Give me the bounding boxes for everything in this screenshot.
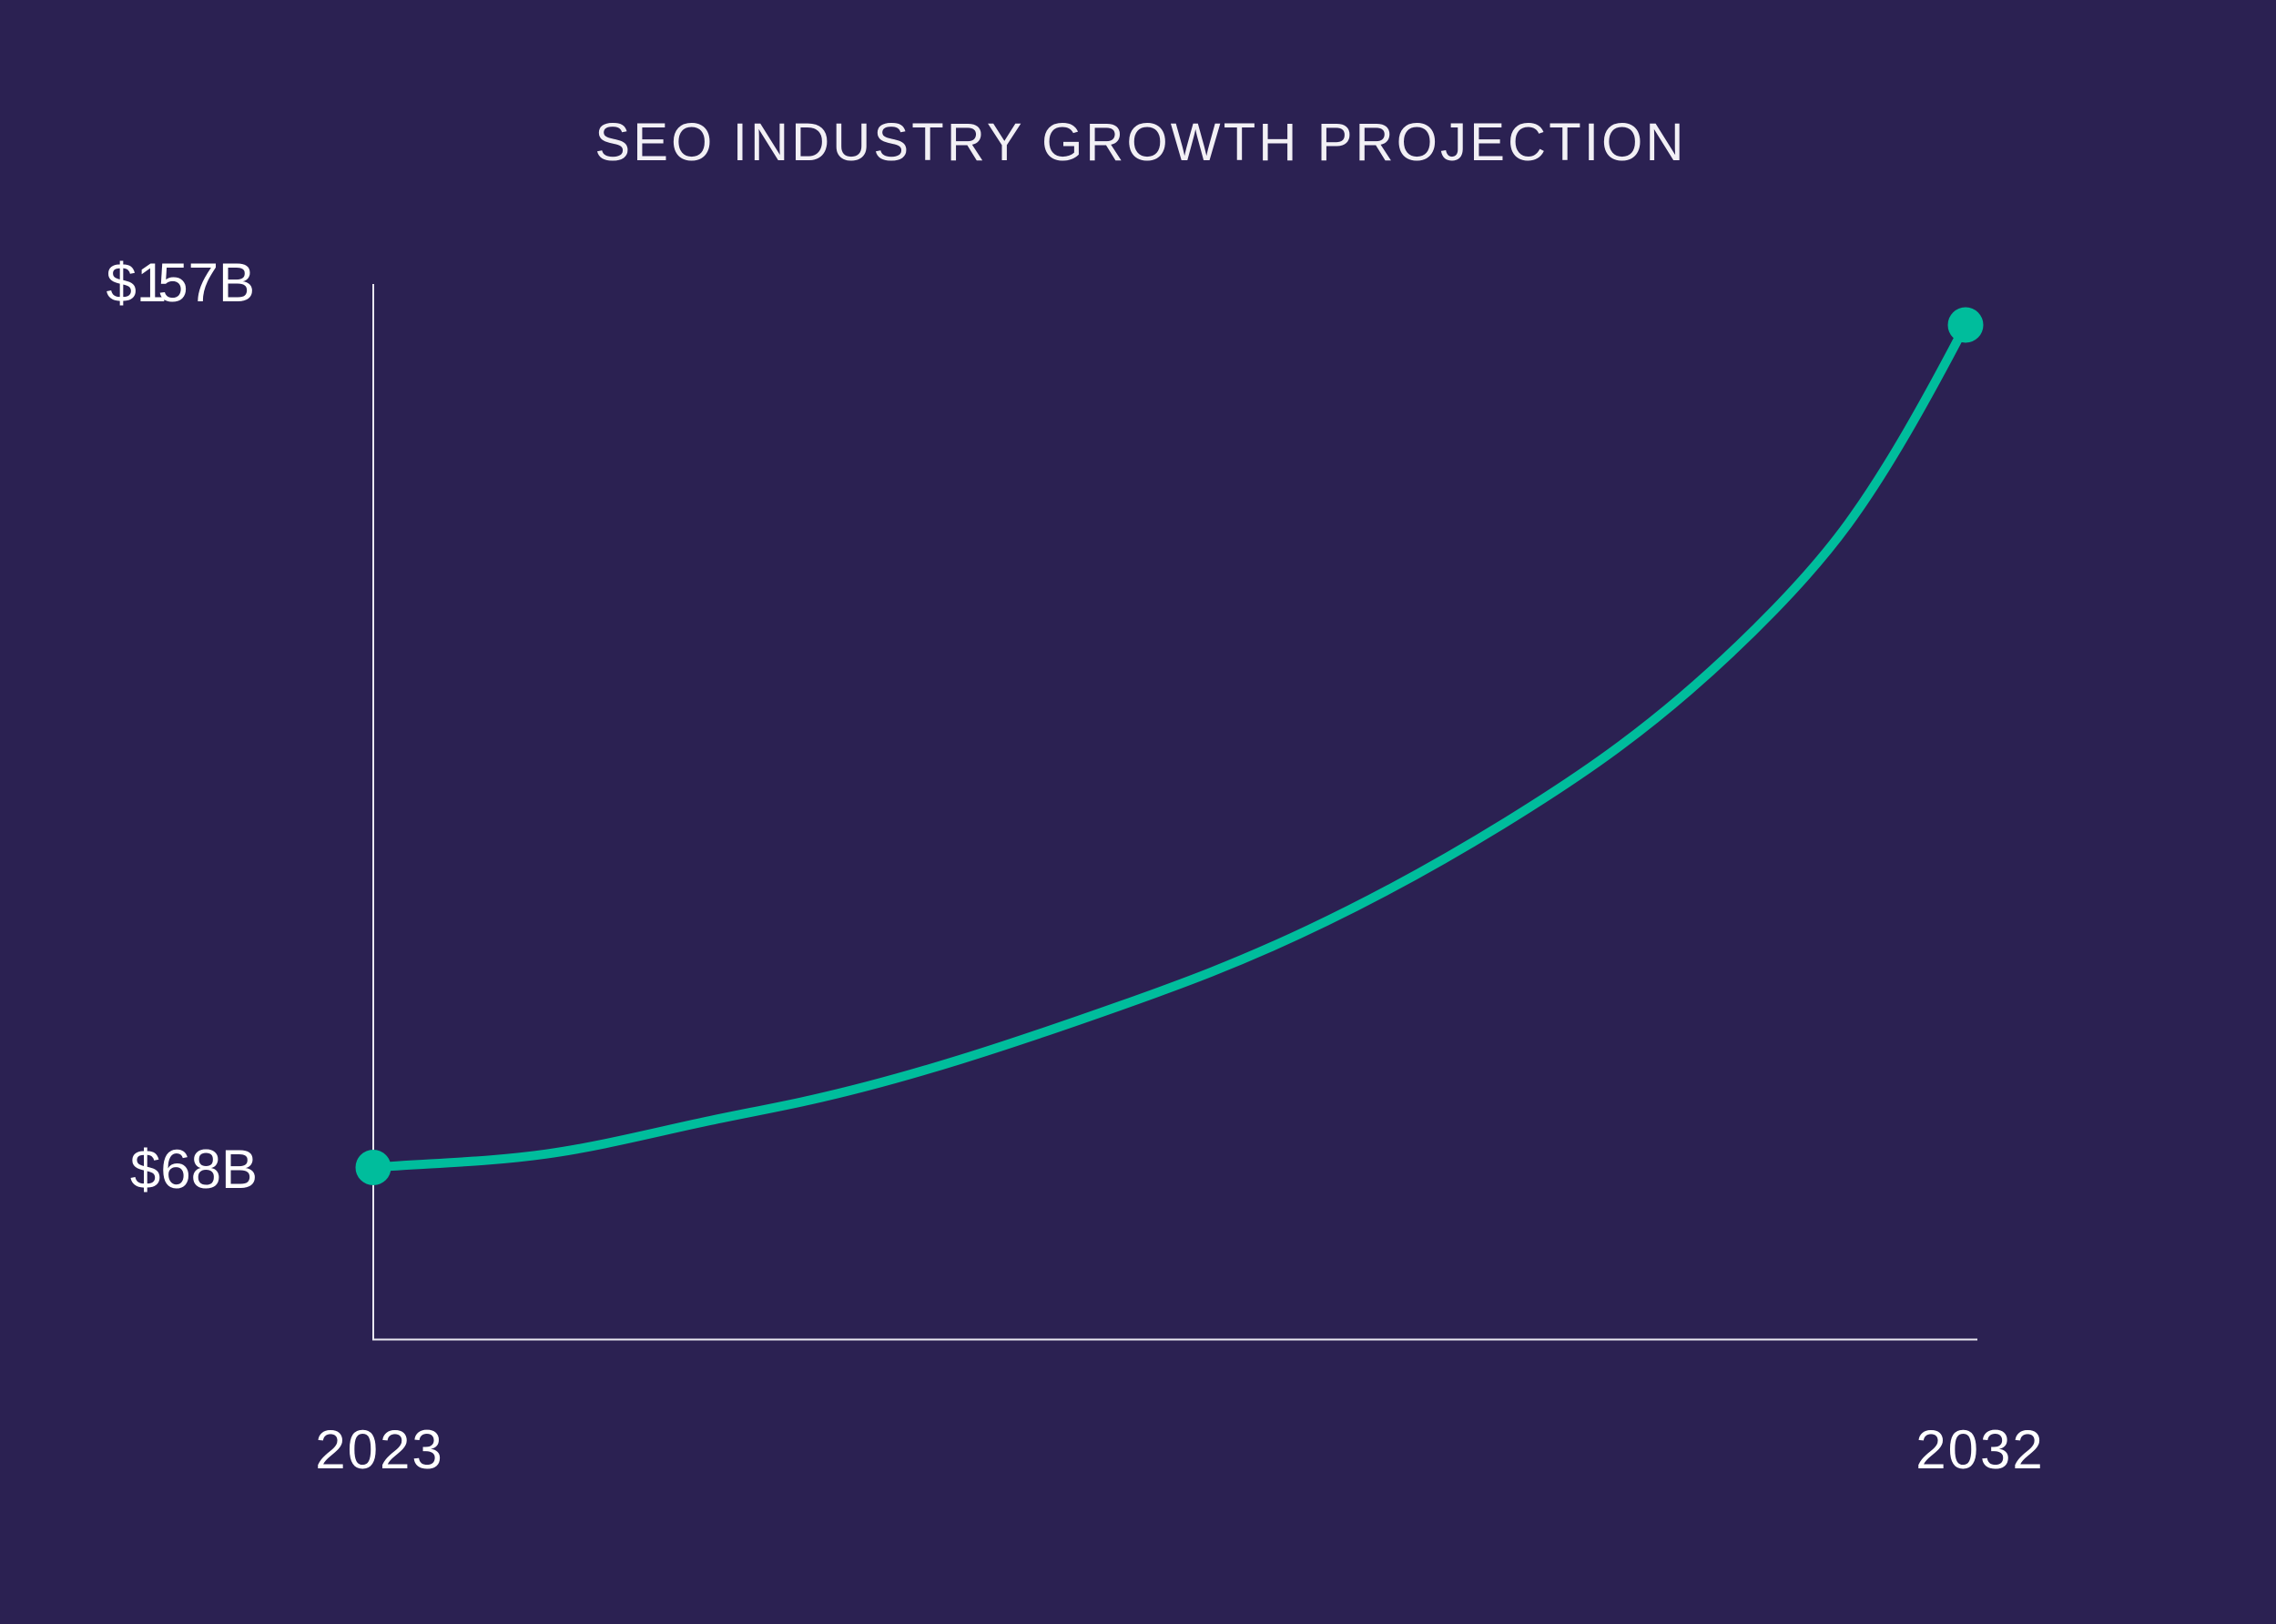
svg-text:SEO INDUSTRY GROWTH PROJECTION: SEO INDUSTRY GROWTH PROJECTION: [594, 113, 1686, 172]
svg-text:2032: 2032: [1915, 1419, 2044, 1480]
svg-text:$68B: $68B: [130, 1139, 258, 1200]
svg-text:$157B: $157B: [106, 252, 255, 313]
svg-text:2023: 2023: [315, 1419, 443, 1480]
